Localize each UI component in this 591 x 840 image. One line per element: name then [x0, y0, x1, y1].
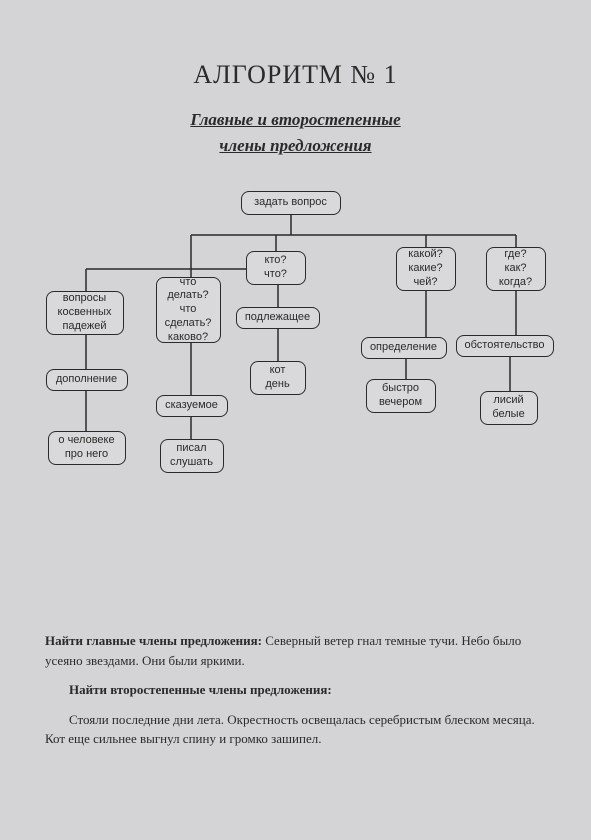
flowchart-diagram: задать вопрос кто? что? какой? какие? чей?… — [36, 191, 556, 501]
flowchart-node: что делать? что сделать? каково? — [156, 277, 221, 343]
flowchart-node: лисий белые — [480, 391, 538, 425]
flowchart-node: вопросы косвенных падежей — [46, 291, 124, 335]
flowchart-node: сказуемое — [156, 395, 228, 417]
flowchart-node: обстоятельство — [456, 335, 554, 357]
flowchart-node: о человеке про него — [48, 431, 126, 465]
flowchart-node: кот день — [250, 361, 306, 395]
exercise-2-body: Стояли последние дни лета. Окрестность о… — [45, 710, 546, 749]
flowchart-node: где? как? когда? — [486, 247, 546, 291]
page: АЛГОРИТМ № 1 Главные и второстепенные чл… — [0, 0, 591, 789]
flowchart-node: определение — [361, 337, 447, 359]
exercise-1: Найти главные члены предложения: Северны… — [45, 631, 546, 670]
flowchart-node: задать вопрос — [241, 191, 341, 215]
flowchart-node: писал слушать — [160, 439, 224, 473]
subtitle-line-2: члены предложения — [35, 136, 556, 156]
flowchart-node: быстро вечером — [366, 379, 436, 413]
flowchart-node: какой? какие? чей? — [396, 247, 456, 291]
exercise-2-lead: Найти второстепенные члены предложения: — [69, 682, 332, 697]
flowchart-node: дополнение — [46, 369, 128, 391]
exercise-2-heading: Найти второстепенные члены предложения: — [45, 680, 546, 700]
flowchart-node: кто? что? — [246, 251, 306, 285]
bottom-text: Найти главные члены предложения: Северны… — [35, 631, 556, 749]
page-title: АЛГОРИТМ № 1 — [35, 60, 556, 90]
exercise-1-lead: Найти главные члены предложения: — [45, 633, 265, 648]
subtitle-line-1: Главные и второстепенные — [35, 110, 556, 130]
flowchart-node: подлежащее — [236, 307, 320, 329]
